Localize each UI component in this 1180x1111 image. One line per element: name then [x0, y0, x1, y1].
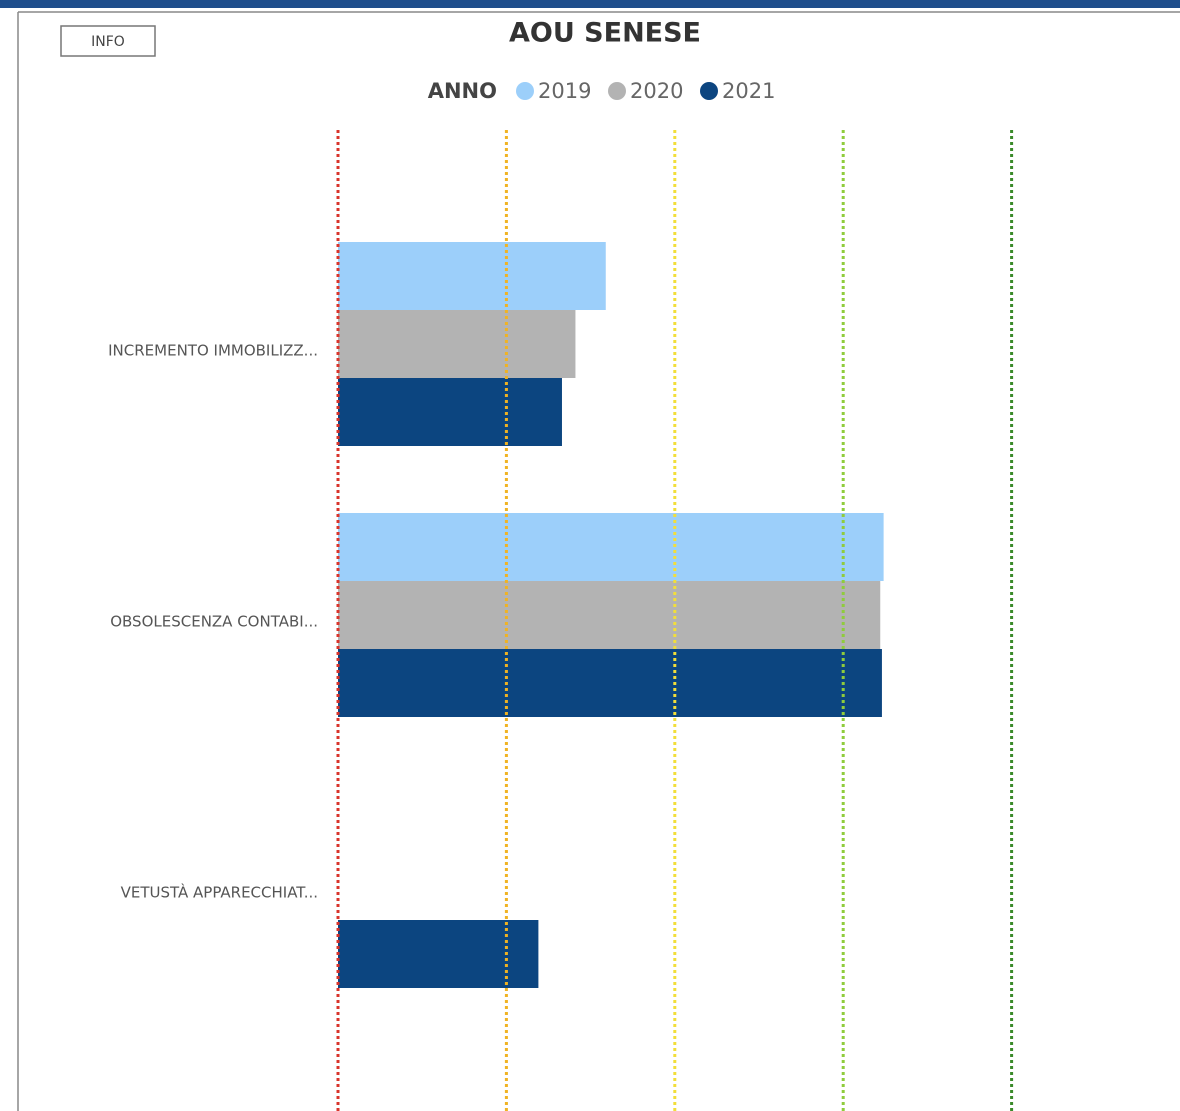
legend-swatch [700, 82, 718, 100]
info-button-box[interactable] [60, 25, 156, 57]
legend-label: 2019 [538, 79, 591, 103]
legend-label: 2021 [722, 79, 775, 103]
legend-swatch [608, 82, 626, 100]
y-tick-label: OBSOLESCENZA CONTABI... [110, 613, 318, 631]
bar [338, 920, 539, 988]
legend-title: ANNO [428, 79, 497, 103]
top-bar [0, 0, 1180, 8]
bar [338, 242, 606, 310]
y-tick-label: VETUSTÀ APPARECCHIAT... [121, 883, 318, 902]
bar [338, 513, 884, 581]
y-tick-label: INCREMENTO IMMOBILIZZ... [108, 342, 318, 360]
info-button-label[interactable]: INFO [91, 34, 125, 50]
bar [338, 310, 576, 378]
bar [338, 649, 882, 717]
bar [338, 378, 562, 446]
legend-label: 2020 [630, 79, 683, 103]
legend-swatch [516, 82, 534, 100]
info-button[interactable]: INFO [60, 25, 156, 57]
bar [338, 581, 881, 649]
chart-title: AOU SENESE [509, 18, 701, 49]
